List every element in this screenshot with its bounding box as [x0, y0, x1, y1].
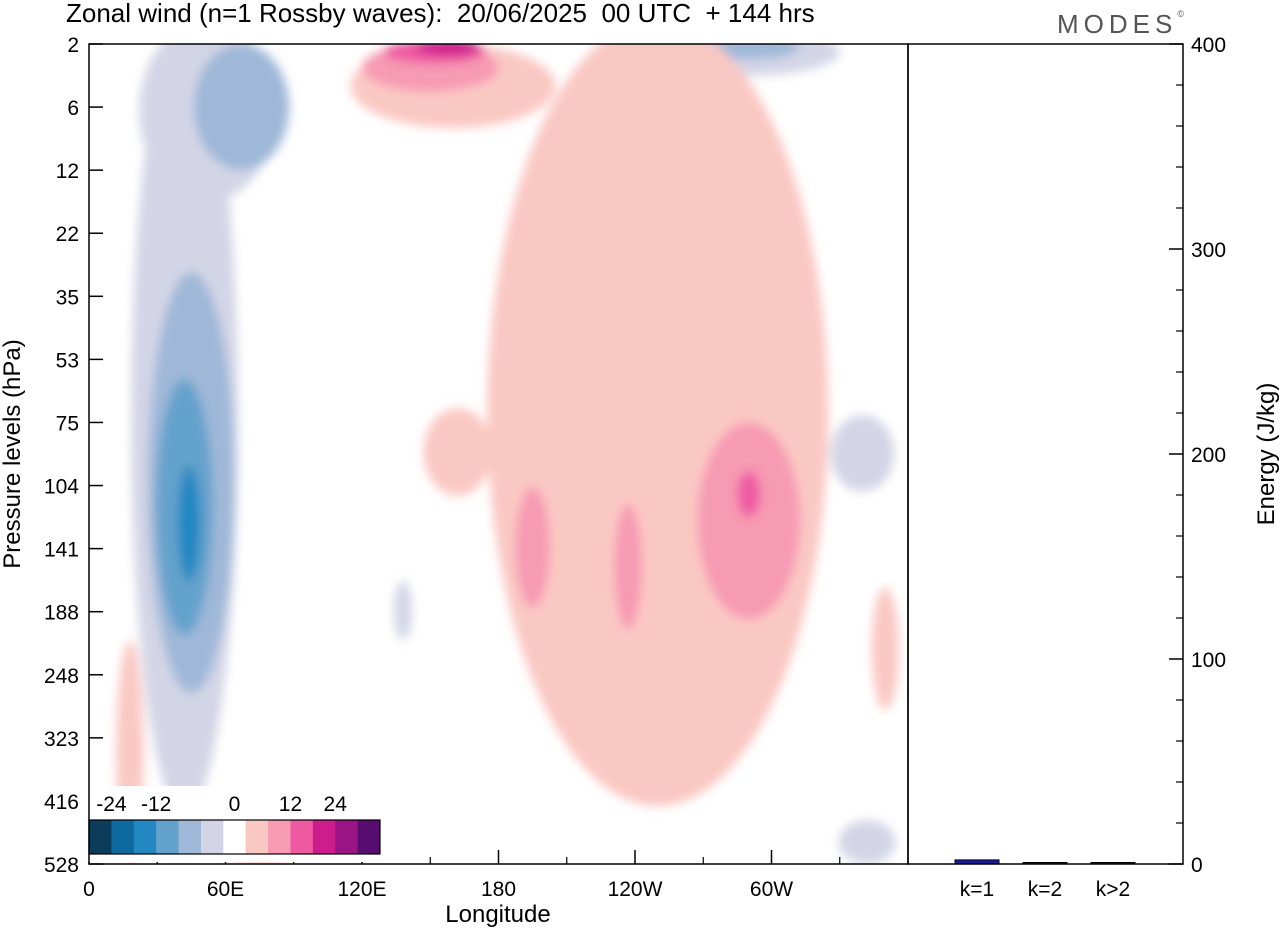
energy-panel: 0 100 200 300 400 k=1 k=2 k>2 — [954, 34, 1226, 901]
x-tick-label: 120E — [337, 878, 386, 901]
chart-title: Zonal wind (n=1 Rossby waves): 20/06/202… — [66, 0, 815, 28]
x-axis: 0 60E 120E 180 120W 60W — [83, 850, 841, 901]
colorbar-swatch — [133, 820, 157, 854]
colorbar-swatch — [156, 820, 180, 854]
wind-region — [737, 471, 761, 518]
colorbar-label: -24 — [96, 793, 127, 816]
x-tick-label: 120W — [608, 878, 663, 901]
colorbar-label: 12 — [279, 793, 302, 816]
colorbar-swatch — [290, 820, 314, 854]
x-tick-label: 60E — [207, 878, 244, 901]
x-tick-label: 0 — [83, 878, 95, 901]
wind-region — [393, 580, 413, 641]
wind-region — [515, 487, 550, 608]
y-tick-label: 141 — [44, 539, 79, 562]
energy-frame — [907, 43, 1184, 865]
y-tick-label: 416 — [44, 791, 79, 814]
colorbar-swatch — [245, 820, 269, 854]
x-tick-label: 60W — [750, 878, 793, 901]
wind-region — [614, 504, 642, 630]
energy-category-label: k>2 — [1096, 878, 1130, 901]
colorbar-swatch — [223, 820, 247, 854]
x-tick-label: 180 — [481, 878, 516, 901]
colorbar-label: 24 — [324, 793, 348, 816]
y-tick-label: 6 — [67, 97, 79, 120]
brand-text: MODES — [1057, 9, 1178, 39]
energy-category-label: k=2 — [1028, 878, 1062, 901]
wind-region — [193, 44, 290, 171]
colorbar-swatch — [268, 820, 291, 854]
colorbar-swatch — [178, 820, 202, 854]
colorbar-swatch — [111, 820, 135, 854]
y-tick-label: 35 — [56, 286, 79, 309]
colorbar-label: -12 — [141, 793, 171, 816]
y-tick-label: 12 — [56, 160, 79, 183]
wind-region — [177, 465, 201, 581]
y-axis-label: Pressure levels (hPa) — [0, 339, 26, 568]
wind-region — [830, 415, 895, 492]
wind-region — [838, 820, 896, 864]
modes-logo: MODES© — [1057, 9, 1184, 40]
energy-tick-label: 100 — [1191, 649, 1226, 672]
colorbar-swatch — [357, 820, 381, 854]
y-tick-label: 528 — [44, 854, 79, 877]
y-tick-label: 188 — [44, 602, 79, 625]
y-tick-label: 2 — [67, 34, 79, 57]
y-tick-label: 323 — [44, 728, 79, 751]
wind-region — [416, 44, 481, 56]
y-tick-label: 104 — [44, 476, 79, 499]
y-tick-label: 53 — [56, 349, 79, 372]
wind-region — [871, 587, 899, 711]
colorbar-swatch — [335, 820, 359, 854]
energy-tick-label: 200 — [1191, 444, 1226, 467]
colorbar-swatch — [89, 820, 112, 854]
energy-tick-label: 400 — [1191, 34, 1226, 57]
colorbar-swatch — [200, 820, 224, 854]
colorbar: -24 -12 0 12 24 — [87, 786, 382, 862]
y-axis: 2 6 12 22 35 53 75 104 141 188 248 323 416 528 — [44, 34, 103, 877]
energy-tick-label: 0 — [1191, 854, 1203, 877]
energy-axis-label: Energy (J/kg) — [1253, 383, 1280, 526]
wind-region — [487, 44, 829, 806]
registered-mark: © — [1177, 9, 1184, 19]
wind-region — [423, 408, 492, 496]
y-tick-label: 248 — [44, 665, 79, 688]
wind-region — [697, 422, 800, 620]
y-tick-label: 75 — [56, 412, 79, 435]
wind-contours — [116, 44, 899, 864]
energy-tick-label: 300 — [1191, 239, 1226, 262]
y-tick-label: 22 — [56, 223, 79, 246]
x-axis-label: Longitude — [445, 901, 550, 928]
colorbar-label: 0 — [229, 793, 241, 816]
colorbar-swatch — [312, 820, 336, 854]
energy-category-label: k=1 — [960, 878, 994, 901]
